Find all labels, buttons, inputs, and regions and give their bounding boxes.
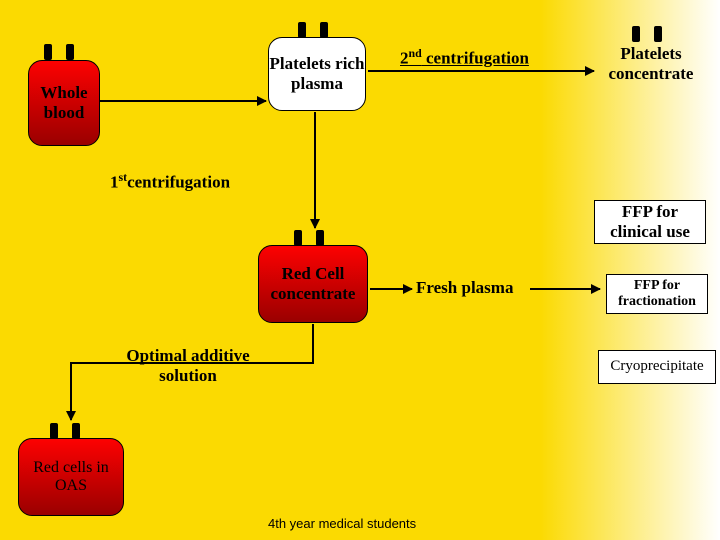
node-platelet-conc: Platelets concentrate xyxy=(596,44,706,83)
footer-text: 4th year medical students xyxy=(268,516,416,531)
label-ffp-fraction: FFP for fractionation xyxy=(607,278,707,310)
node-whole-blood: Whole blood xyxy=(28,60,100,146)
ports-platelet-conc xyxy=(632,26,662,42)
node-cryo: Cryoprecipitate xyxy=(598,350,716,384)
node-prp: Platelets rich plasma xyxy=(268,37,366,111)
label-first-centrif: 1stcentrifugation xyxy=(110,170,230,193)
arrow-freshplasma-ffp xyxy=(530,288,600,290)
node-rc-oas: Red cells in OAS xyxy=(18,438,124,516)
label-whole-blood: Whole blood xyxy=(29,83,99,122)
ports-whole-blood xyxy=(44,44,74,60)
node-rcc: Red Cell concentrate xyxy=(258,245,368,323)
arrow-wholeblood-prp xyxy=(100,100,266,102)
label-second-centrif: 2nd centrifugation xyxy=(400,46,529,69)
ports-rcc xyxy=(294,230,324,246)
label-rcc: Red Cell concentrate xyxy=(259,264,367,303)
label-cryo: Cryoprecipitate xyxy=(610,358,703,375)
label-rc-oas: Red cells in OAS xyxy=(19,459,123,496)
node-ffp-fraction: FFP for fractionation xyxy=(606,274,708,314)
ports-prp xyxy=(298,22,328,38)
label-ffp-clinical: FFP for clinical use xyxy=(595,202,705,241)
arrow-prp-rcc xyxy=(314,112,316,228)
label-opt-additive: Optimal additive solution xyxy=(108,346,268,385)
arrow-optadd-rcoas xyxy=(70,362,72,420)
arrow-rcc-freshplasma xyxy=(370,288,412,290)
label-prp: Platelets rich plasma xyxy=(269,54,365,93)
node-ffp-clinical: FFP for clinical use xyxy=(594,200,706,244)
node-opt-additive: Optimal additive solution xyxy=(108,346,268,385)
ports-rc-oas xyxy=(50,423,80,439)
label-fresh-plasma: Fresh plasma xyxy=(416,278,513,298)
arrow-prp-plateletconc xyxy=(368,70,594,72)
arrow-rcc-down xyxy=(312,324,314,364)
label-platelet-conc: Platelets concentrate xyxy=(596,44,706,83)
